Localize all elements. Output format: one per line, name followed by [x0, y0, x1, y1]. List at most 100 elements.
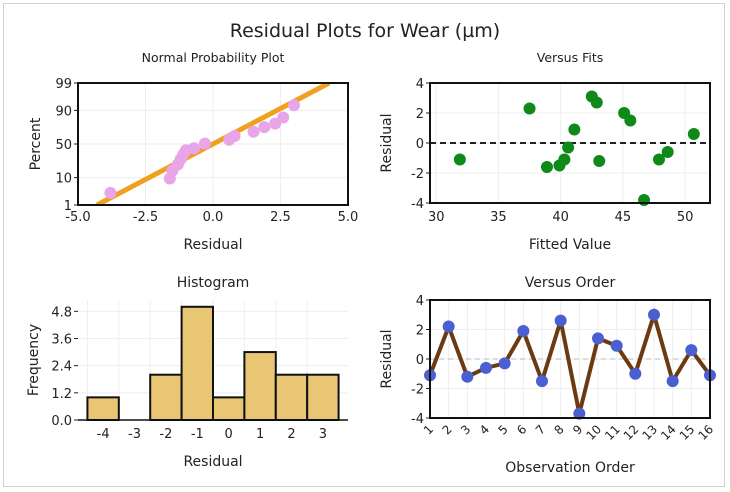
normal-point	[258, 121, 271, 134]
hist-bar	[149, 373, 183, 421]
order-point	[685, 344, 698, 357]
normal-point	[228, 129, 241, 142]
order-xtick-label: 4	[477, 422, 492, 437]
normal-xtick-label: 2.5	[270, 210, 291, 225]
order-point	[648, 308, 660, 321]
hist-xtick-label: 1	[256, 427, 264, 442]
normal-ytick-label: 10	[55, 172, 72, 187]
fits-point	[453, 153, 466, 166]
order-series-line	[428, 307, 712, 415]
hist-xtick-label: 3	[319, 427, 327, 442]
order-xtick-label: 3	[458, 422, 473, 437]
order-xtick-label: 5	[495, 422, 510, 437]
order-xtick-label: 13	[639, 422, 660, 443]
order-xtick-label: 15	[677, 422, 698, 443]
order-title: Versus Order	[525, 275, 616, 291]
fits-point	[523, 102, 536, 115]
hist-xtick-label: -1	[191, 427, 204, 442]
normal-ytick-label: 90	[55, 104, 72, 119]
normal-xtick-label: -2.5	[133, 210, 158, 225]
normal-xtick-label: 0.0	[203, 210, 224, 225]
normal-point	[198, 137, 211, 150]
order-point	[629, 367, 642, 380]
order-point	[536, 375, 548, 388]
normal-point	[269, 117, 282, 130]
hist-bars	[86, 305, 340, 421]
fits-title: Versus Fits	[537, 50, 604, 65]
fits-ytick-label: 0	[416, 137, 424, 152]
normal-point	[247, 125, 260, 138]
hist-bar	[86, 396, 120, 421]
order-ytick-label: -4	[411, 412, 424, 427]
hist-ytick-label: 0.0	[51, 414, 72, 429]
fits-point	[687, 128, 700, 140]
normal-xlabel: Residual	[183, 237, 242, 253]
fits-ytick-label: 2	[416, 107, 424, 122]
normal-title: Normal Probability Plot	[142, 50, 285, 65]
order-ylabel: Residual	[379, 329, 395, 388]
hist-bar	[274, 373, 309, 421]
fits-ylabel: Residual	[379, 113, 395, 172]
hist-xtick-label: -4	[97, 427, 110, 442]
fits-xtick-label: 35	[490, 210, 507, 225]
hist-xlabel: Residual	[183, 454, 242, 470]
hist-xtick-label: 2	[287, 427, 295, 442]
order-xtick-label: 8	[551, 422, 566, 437]
fits-ytick-label: 4	[416, 77, 424, 92]
normal-ytick-label: 1	[64, 199, 72, 214]
order-ytick-label: 2	[416, 324, 424, 339]
order-point	[573, 407, 586, 420]
order-xtick-label: 10	[583, 422, 604, 443]
order-ytick-label: -2	[411, 383, 424, 398]
order-xlabel: Observation Order	[505, 460, 635, 476]
order-xtick-label: 14	[658, 422, 679, 443]
order-xtick-label: 1	[421, 422, 436, 437]
hist-bar	[212, 396, 246, 421]
fits-xtick-label: 45	[615, 210, 632, 225]
order-axes-border	[429, 299, 711, 419]
fits-ytick-label: -4	[411, 197, 424, 212]
normal-xtick-label: 5.0	[338, 210, 359, 225]
hist-bar	[180, 305, 214, 421]
order-point	[554, 314, 567, 327]
fits-point	[652, 153, 665, 166]
order-point	[498, 357, 511, 370]
fits-point	[568, 123, 581, 136]
order-ytick-label: 4	[416, 294, 424, 309]
fits-point	[624, 114, 637, 127]
hist-ytick-label: 4.8	[51, 305, 72, 320]
hist-panel: Histogram Residual Frequency 0.0 1.2 2.4 3.6 4.…	[26, 275, 348, 470]
hist-ytick-label: 3.6	[51, 332, 72, 347]
order-point	[442, 320, 455, 333]
fits-point	[638, 194, 651, 206]
fits-xtick-label: 30	[428, 210, 445, 225]
order-xtick-label: 16	[695, 422, 716, 443]
order-xtick-label: 6	[514, 422, 529, 437]
fits-xtick-label: 50	[677, 210, 694, 225]
fits-point	[558, 153, 571, 166]
main-title: Residual Plots for Wear (µm)	[229, 20, 501, 42]
order-xtick-label: 9	[570, 422, 585, 437]
figure-frame	[3, 3, 725, 487]
hist-xtick-label: -3	[128, 427, 141, 442]
fits-point	[593, 155, 606, 167]
normal-point	[104, 186, 117, 199]
order-xtick-label: 12	[621, 422, 642, 443]
normal-ytick-label: 99	[55, 77, 72, 92]
order-ytick-label: 0	[416, 353, 424, 368]
normal-point	[288, 99, 300, 112]
hist-bar	[243, 351, 277, 421]
fits-point	[562, 141, 575, 154]
fits-point	[540, 161, 553, 173]
fits-xtick-label: 40	[552, 210, 569, 225]
fits-panel: Versus Fits Fitted Value Residual -4 -2 0 2 4 30…	[379, 50, 711, 253]
order-point	[480, 361, 492, 374]
order-xtick-label: 2	[439, 422, 454, 437]
order-point	[517, 324, 530, 337]
fits-ytick-label: -2	[411, 167, 424, 182]
normal-ytick-label: 50	[55, 138, 72, 153]
order-point	[666, 375, 679, 388]
order-point	[610, 339, 623, 352]
